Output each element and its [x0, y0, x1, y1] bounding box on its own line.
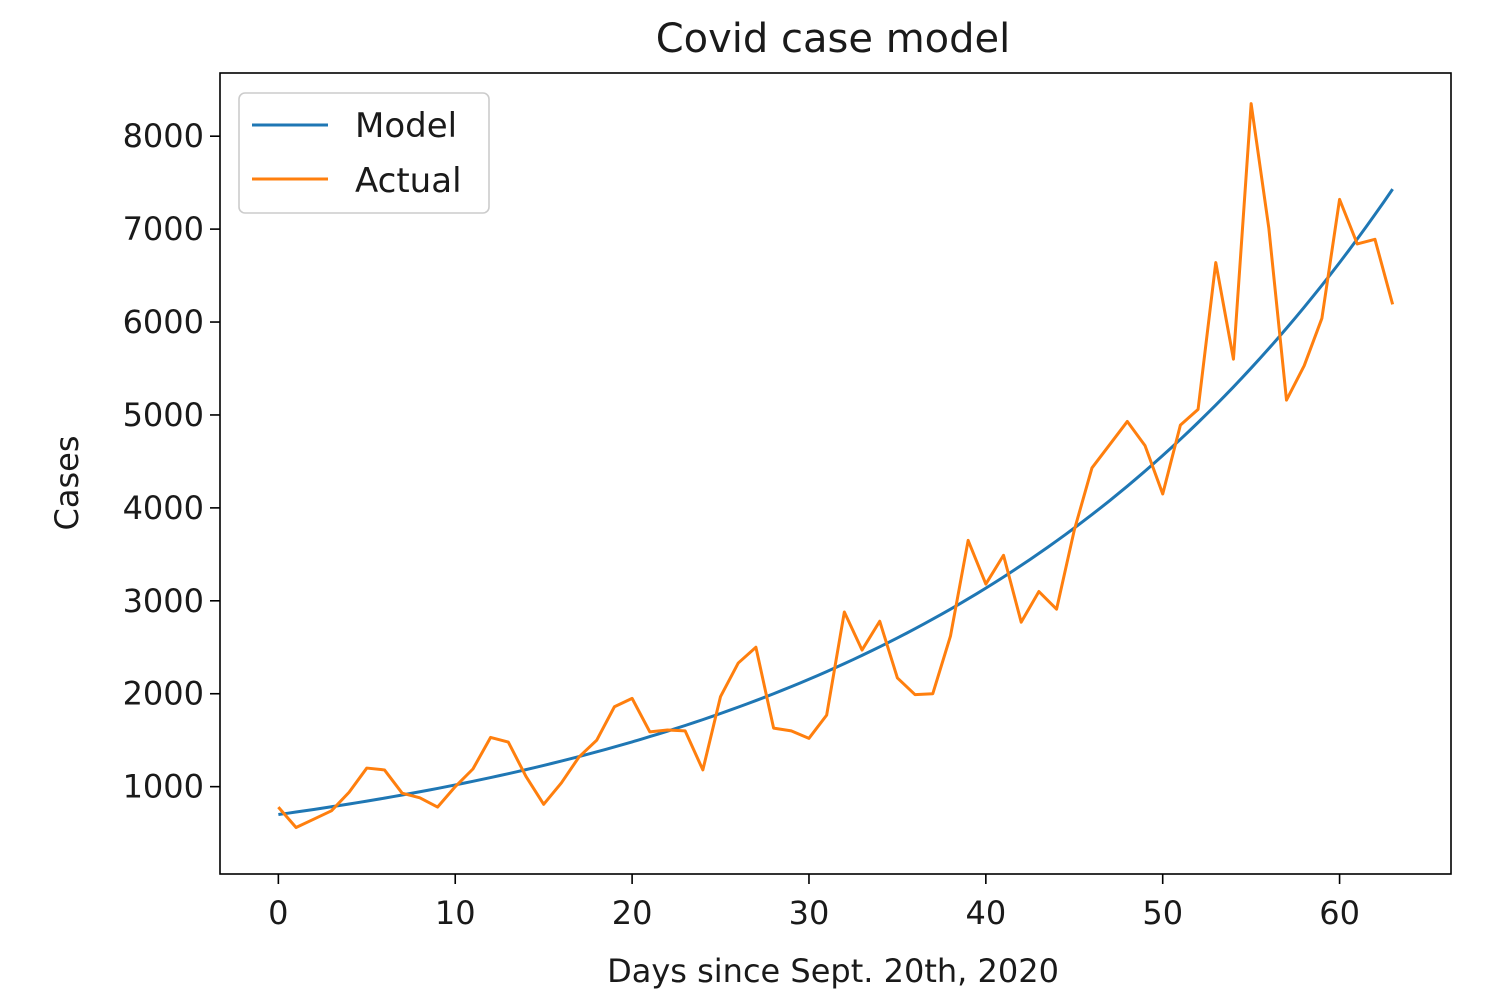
y-tick-label: 7000 — [123, 210, 204, 248]
x-axis: 0 10 20 30 40 50 60 — [268, 874, 1360, 932]
x-tick-label: 50 — [1142, 894, 1183, 932]
y-tick-label: 6000 — [123, 303, 204, 341]
y-tick-label: 5000 — [123, 396, 204, 434]
chart-title: Covid case model — [656, 16, 1011, 62]
x-tick-label: 30 — [789, 894, 830, 932]
y-tick-label: 2000 — [123, 675, 204, 713]
x-tick-label: 40 — [965, 894, 1006, 932]
plot-frame — [219, 72, 1452, 875]
legend-label-actual: Actual — [355, 161, 462, 201]
y-tick-label: 4000 — [123, 489, 204, 527]
legend: Model Actual — [238, 92, 490, 214]
legend-box — [238, 92, 490, 214]
y-tick-label: 8000 — [123, 117, 204, 155]
series-line-actual — [277, 102, 1395, 830]
y-tick-label: 1000 — [123, 768, 204, 806]
y-tick-label: 3000 — [123, 582, 204, 620]
plot-area — [277, 102, 1395, 830]
x-tick-label: 0 — [268, 894, 288, 932]
legend-label-model: Model — [355, 106, 457, 146]
x-tick-label: 20 — [612, 894, 653, 932]
y-axis: 1000 2000 3000 4000 5000 6000 7000 8000 — [123, 117, 220, 806]
x-tick-label: 10 — [435, 894, 476, 932]
y-axis-label: Cases — [48, 436, 86, 531]
x-tick-label: 60 — [1319, 894, 1360, 932]
x-axis-label: Days since Sept. 20th, 2020 — [607, 952, 1059, 990]
